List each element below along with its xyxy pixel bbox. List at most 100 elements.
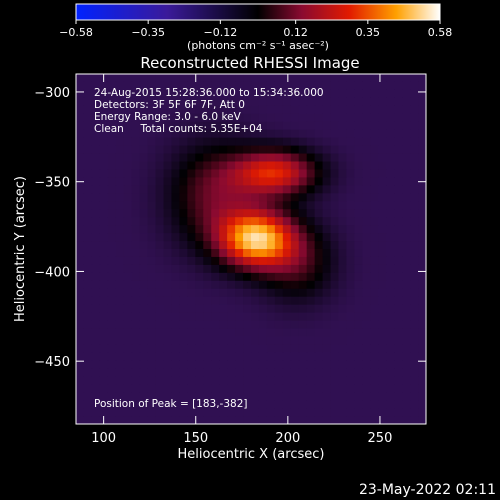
heatmap-cell <box>322 272 331 282</box>
heatmap-cell <box>330 392 339 401</box>
heatmap-cell <box>163 161 172 170</box>
heatmap-cell <box>298 241 308 250</box>
heatmap-cell <box>163 209 172 218</box>
heatmap-cell <box>243 105 252 115</box>
heatmap-cell <box>370 312 379 321</box>
heatmap-cell <box>386 416 395 424</box>
heatmap-cell <box>274 129 284 139</box>
heatmap-cell <box>91 249 101 258</box>
heatmap-cell <box>330 360 339 369</box>
heatmap-cell <box>386 272 395 282</box>
heatmap-cell <box>314 352 323 361</box>
heatmap-cell <box>378 201 387 210</box>
heatmap-cell <box>163 74 172 83</box>
heatmap-cell <box>346 336 355 345</box>
heatmap-cell <box>83 400 93 409</box>
heatmap-cell <box>274 169 284 178</box>
heatmap-cell <box>99 249 109 258</box>
heatmap-cell <box>83 256 93 266</box>
heatmap-cell <box>171 312 180 321</box>
heatmap-cell <box>410 225 419 234</box>
heatmap-cell <box>83 272 93 282</box>
heatmap-cell <box>155 169 164 178</box>
heatmap-cell <box>91 368 101 377</box>
heatmap-cell <box>163 177 172 186</box>
heatmap-cell <box>402 392 411 401</box>
heatmap-cell <box>171 185 180 194</box>
heatmap-cell <box>83 185 93 194</box>
heatmap-cell <box>418 360 426 369</box>
heatmap-cell <box>203 304 212 314</box>
heatmap-cell <box>410 121 419 131</box>
heatmap-cell <box>346 256 355 266</box>
heatmap-cell <box>322 304 331 314</box>
heatmap-cell <box>147 113 156 123</box>
heatmap-cell <box>115 272 125 282</box>
heatmap-cell <box>219 376 228 385</box>
heatmap-cell <box>203 400 212 409</box>
heatmap-cell <box>322 121 331 131</box>
heatmap-cell <box>362 296 371 306</box>
heatmap-cell <box>362 288 371 298</box>
heatmap-cell <box>370 217 379 226</box>
heatmap-cell <box>346 408 355 417</box>
heatmap-cell <box>306 352 316 361</box>
heatmap-cell <box>394 233 403 242</box>
heatmap-cell <box>139 408 148 417</box>
annotation-time-range: 24-Aug-2015 15:28:36.000 to 15:34:36.000 <box>94 87 324 99</box>
heatmap-cell <box>115 169 125 178</box>
heatmap-cell <box>83 225 93 234</box>
heatmap-cell <box>282 249 292 258</box>
heatmap-cell <box>91 129 101 139</box>
heatmap-cell <box>163 400 172 409</box>
heatmap-cell <box>418 304 426 314</box>
heatmap-cell <box>195 81 204 91</box>
heatmap-cell <box>410 416 419 424</box>
heatmap-cell <box>219 288 228 298</box>
heatmap-cell <box>227 344 236 353</box>
heatmap-cell <box>314 304 323 314</box>
heatmap-cell <box>235 328 244 337</box>
heatmap-cell <box>330 376 339 385</box>
heatmap-cell <box>83 193 93 202</box>
heatmap-cell <box>290 384 300 393</box>
heatmap-cell <box>131 113 141 123</box>
heatmap-cell <box>370 193 379 202</box>
heatmap-cell <box>139 241 148 250</box>
heatmap-cell <box>107 105 117 115</box>
heatmap-cell <box>139 344 148 353</box>
heatmap-cell <box>386 392 395 401</box>
heatmap-cell <box>314 89 323 99</box>
heatmap-cell <box>258 81 268 91</box>
heatmap-cell <box>402 288 411 298</box>
heatmap-cell <box>195 272 204 282</box>
heatmap-cell <box>298 185 308 194</box>
heatmap-cell <box>155 209 164 218</box>
heatmap-cell <box>290 264 300 274</box>
heatmap-cell <box>274 312 284 321</box>
heatmap-cell <box>211 336 220 345</box>
heatmap-cell <box>258 256 268 266</box>
heatmap-cell <box>378 272 387 282</box>
heatmap-cell <box>195 304 204 314</box>
heatmap-cell <box>338 264 347 274</box>
heatmap-cell <box>99 217 109 226</box>
heatmap-cell <box>91 121 101 131</box>
heatmap-cell <box>163 368 172 377</box>
heatmap-cell <box>322 249 331 258</box>
heatmap-cell <box>147 105 156 115</box>
heatmap-cell <box>282 360 292 369</box>
heatmap-cell <box>402 193 411 202</box>
heatmap-cell <box>354 312 363 321</box>
heatmap-cell <box>306 241 316 250</box>
heatmap-cell <box>330 97 339 107</box>
heatmap-cell <box>354 384 363 393</box>
heatmap-cell <box>163 376 172 385</box>
heatmap-cell <box>147 129 156 139</box>
heatmap-cell <box>179 312 188 321</box>
heatmap-cell <box>99 193 109 202</box>
heatmap-cell <box>266 169 276 178</box>
heatmap-cell <box>386 368 395 377</box>
chart-title: Reconstructed RHESSI Image <box>140 54 359 72</box>
heatmap-cell <box>219 97 228 107</box>
